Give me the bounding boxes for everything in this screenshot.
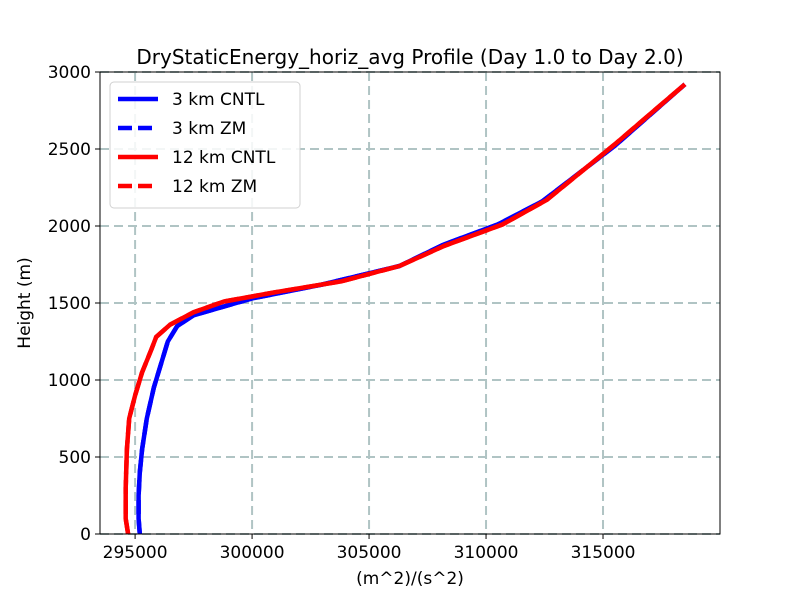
x-tick-label: 295000 (103, 543, 168, 563)
legend-label: 12 km ZM (172, 177, 257, 197)
x-tick-label: 310000 (454, 543, 519, 563)
x-tick-label: 315000 (571, 543, 636, 563)
y-tick-label: 500 (59, 448, 91, 468)
series-layer (123, 82, 687, 535)
y-axis-title: Height (m) (15, 257, 35, 348)
legend-label: 12 km CNTL (172, 148, 276, 168)
legend-label: 3 km CNTL (172, 90, 265, 110)
x-tick-label: 300000 (220, 543, 285, 563)
series-line (123, 82, 687, 535)
y-tick-label: 0 (80, 525, 91, 545)
y-tick-label: 2000 (48, 217, 91, 237)
y-tick-label: 1500 (48, 294, 91, 314)
legend: 3 km CNTL 3 km ZM 12 km CNTL 12 km ZM (109, 81, 301, 209)
chart-title: DryStaticEnergy_horiz_avg Profile (Day 1… (136, 45, 683, 69)
y-tick-label: 2500 (48, 140, 91, 160)
x-axis-title: (m^2)/(s^2) (356, 569, 464, 589)
ticks-layer: 295000 300000 305000 310000 315000 0 500 1000 15… (48, 63, 636, 563)
y-tick-label: 1000 (48, 371, 91, 391)
x-tick-label: 305000 (337, 543, 402, 563)
legend-label: 3 km ZM (172, 119, 246, 139)
y-tick-label: 3000 (48, 63, 91, 83)
legend-box (109, 81, 301, 209)
